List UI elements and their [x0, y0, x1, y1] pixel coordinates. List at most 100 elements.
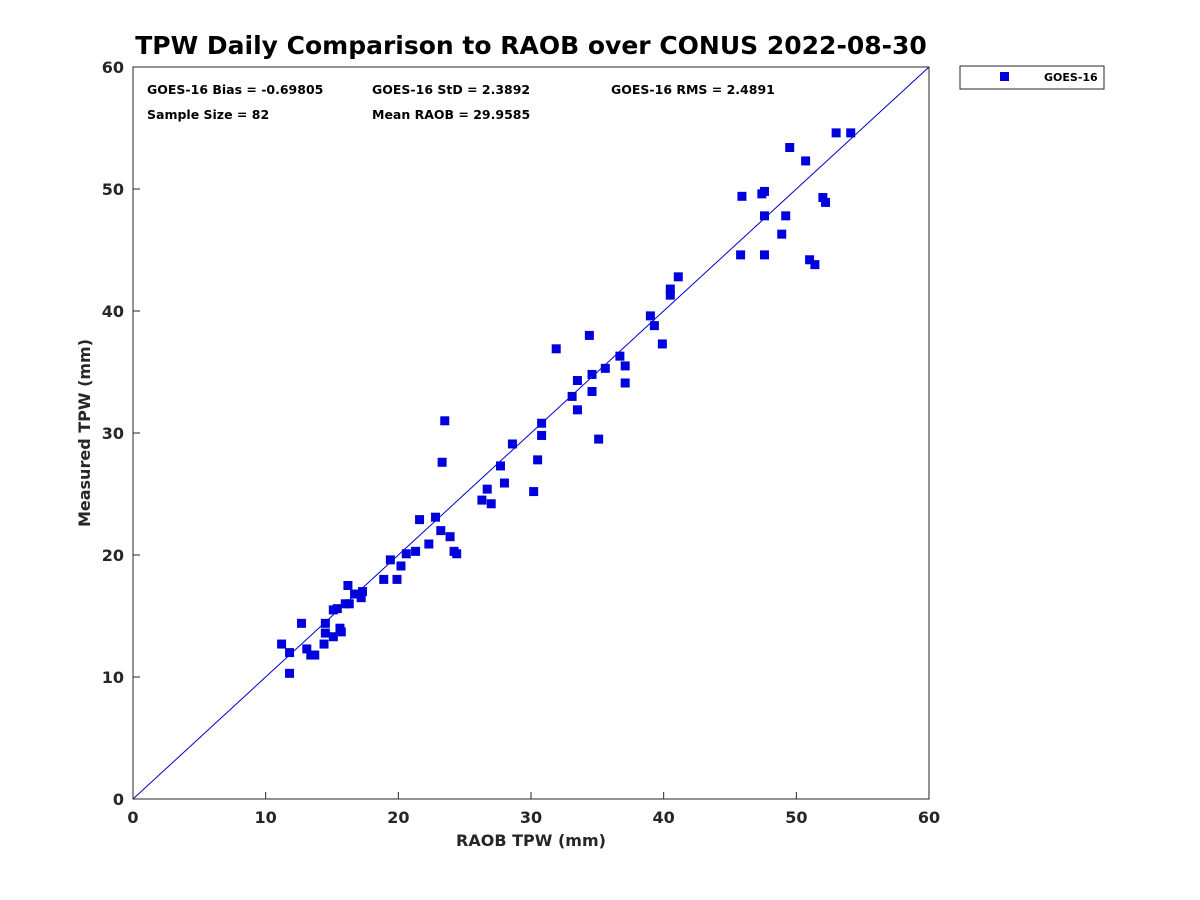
data-points-group: [277, 128, 856, 678]
data-point: [594, 434, 604, 444]
y-tick-label: 20: [102, 546, 124, 565]
data-point: [436, 526, 446, 536]
data-point: [430, 512, 440, 522]
data-point: [759, 211, 769, 221]
data-point: [551, 344, 561, 354]
data-point: [320, 618, 330, 628]
data-point: [277, 639, 287, 649]
x-tick-label: 20: [387, 808, 409, 827]
data-point: [495, 461, 505, 471]
data-point: [533, 455, 543, 465]
y-tick-label: 10: [102, 668, 124, 687]
data-point: [587, 387, 597, 397]
data-point: [620, 361, 630, 371]
data-point: [529, 487, 539, 497]
data-point: [810, 260, 820, 270]
y-tick-label: 50: [102, 180, 124, 199]
data-point: [584, 330, 594, 340]
plot-area: 0 10 20 30 40 50 60 0 10 20 30 40 50 60: [102, 58, 940, 827]
x-tick-label: 60: [918, 808, 940, 827]
data-point: [499, 478, 509, 488]
data-point: [385, 555, 395, 565]
data-point: [440, 416, 450, 426]
data-point: [319, 639, 329, 649]
data-point: [310, 650, 320, 660]
y-axis-label: Measured TPW (mm): [75, 339, 94, 527]
data-point: [801, 156, 811, 166]
stat-std: GOES-16 StD = 2.3892: [372, 82, 530, 97]
data-point: [285, 648, 295, 658]
x-tick-label: 0: [127, 808, 138, 827]
data-point: [350, 589, 360, 599]
reference-line-group: [132, 66, 930, 800]
data-point: [737, 191, 747, 201]
data-point: [572, 376, 582, 386]
data-point: [452, 549, 462, 559]
x-tick-label: 40: [653, 808, 675, 827]
data-point: [759, 186, 769, 196]
data-point: [343, 581, 353, 590]
data-point: [537, 430, 547, 440]
data-point: [572, 405, 582, 415]
data-point: [831, 128, 841, 138]
y-tick-label: 60: [102, 58, 124, 77]
data-point: [358, 587, 368, 597]
data-point: [785, 143, 795, 153]
data-point: [401, 549, 411, 559]
data-point: [736, 250, 746, 260]
legend-box: [959, 65, 1105, 90]
data-point: [356, 593, 366, 603]
legend: GOES-16: [959, 65, 1105, 90]
data-point: [424, 539, 434, 549]
data-point: [818, 193, 828, 203]
chart-title: TPW Daily Comparison to RAOB over CONUS …: [135, 31, 927, 60]
data-point: [445, 532, 455, 542]
data-point: [396, 561, 406, 571]
data-point: [477, 495, 487, 505]
data-point: [415, 515, 425, 525]
data-point: [821, 197, 831, 207]
x-axis-ticks: 0 10 20 30 40 50 60: [127, 792, 940, 827]
data-point: [759, 250, 769, 260]
stat-bias: GOES-16 Bias = -0.69805: [147, 82, 323, 97]
stat-mean-raob: Mean RAOB = 29.9585: [372, 107, 530, 122]
data-point: [392, 574, 402, 584]
x-axis-label: RAOB TPW (mm): [456, 831, 606, 850]
data-point: [332, 604, 342, 614]
data-point: [805, 255, 815, 265]
data-point: [645, 311, 655, 321]
data-point: [600, 363, 610, 373]
data-point: [328, 632, 338, 642]
data-point: [665, 290, 675, 300]
data-point: [379, 574, 389, 584]
data-point: [673, 272, 683, 282]
data-point: [657, 339, 667, 349]
stat-sample-size: Sample Size = 82: [147, 107, 269, 122]
legend-marker-goes-16: [1000, 72, 1009, 81]
data-point: [302, 644, 312, 654]
data-point: [482, 484, 492, 494]
data-point: [437, 457, 447, 467]
data-point: [486, 499, 496, 509]
data-point: [296, 618, 306, 628]
data-point: [285, 668, 295, 678]
x-tick-label: 30: [520, 808, 542, 827]
data-point: [620, 378, 630, 388]
x-tick-label: 50: [785, 808, 807, 827]
legend-label-goes-16: GOES-16: [1044, 71, 1098, 84]
y-tick-label: 30: [102, 424, 124, 443]
stat-rms: GOES-16 RMS = 2.4891: [611, 82, 775, 97]
data-point: [320, 628, 330, 638]
data-point: [649, 321, 659, 331]
y-axis-ticks: 0 10 20 30 40 50 60: [102, 58, 140, 809]
data-point: [587, 369, 597, 379]
x-tick-label: 10: [255, 808, 277, 827]
one-to-one-line: [132, 66, 930, 800]
data-point: [665, 284, 675, 294]
data-point: [777, 229, 787, 239]
data-point: [615, 351, 625, 361]
data-point: [846, 128, 856, 138]
data-point: [781, 211, 791, 221]
y-tick-label: 0: [113, 790, 124, 809]
